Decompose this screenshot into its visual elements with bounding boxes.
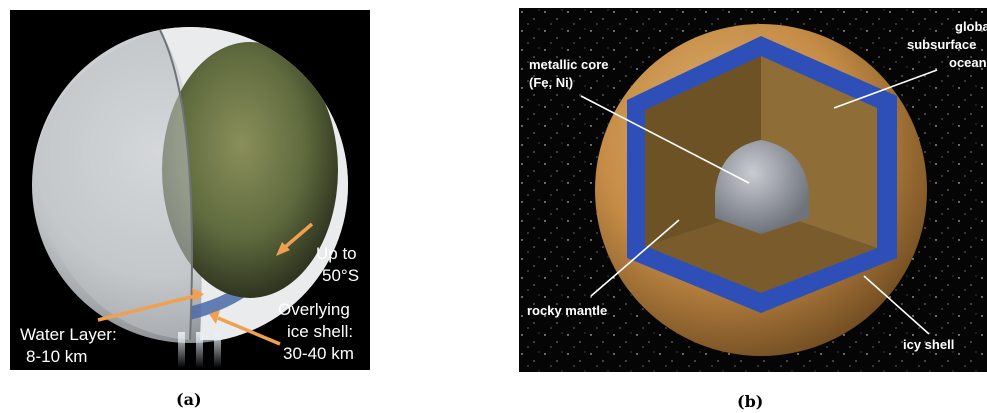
label-ice-thickness: 30-40 km — [283, 344, 354, 363]
label-rocky-mantle: rocky mantle — [527, 303, 608, 318]
arrow-up-to-50s — [282, 222, 314, 250]
label-latitude: 50°S — [322, 266, 360, 285]
label-ice-shell: ice shell: — [287, 322, 354, 341]
panel-b-europa-interior: metallic core (Fe, Ni) global subsurface… — [519, 8, 987, 372]
label-ocean: ocean — [949, 55, 987, 70]
leader-lines — [580, 69, 938, 335]
label-water-thickness: 8-10 km — [26, 347, 88, 366]
label-metallic-core: metallic core — [529, 57, 609, 72]
leader-mantle — [590, 219, 680, 297]
annotation-arrows — [97, 222, 314, 346]
label-overlying: Overlying — [278, 300, 350, 319]
leader-icy-shell — [863, 275, 930, 335]
metallic-core — [715, 140, 809, 234]
label-core-composition: (Fe, Ni) — [529, 75, 574, 90]
label-up-to: Up to — [316, 244, 357, 263]
rocky-core — [162, 42, 338, 298]
europa-cutaway-illustration — [519, 8, 987, 372]
label-subsurface: subsurface — [907, 37, 977, 52]
surface-texture — [32, 30, 192, 340]
caption-a: (a) — [176, 390, 202, 409]
arrow-water-layer — [97, 294, 196, 322]
arrow-ice-shell — [217, 316, 281, 346]
caption-b: (b) — [737, 392, 764, 411]
leader-core — [580, 95, 750, 184]
label-water-layer: Water Layer: — [20, 325, 117, 344]
leader-ocean — [833, 69, 938, 109]
south-pole-plumes — [178, 332, 221, 368]
enceladus-cutaway-illustration — [32, 27, 348, 368]
label-global: global — [955, 19, 987, 34]
label-icy-shell: icy shell — [903, 337, 955, 352]
mantle-face-bottom — [645, 208, 877, 293]
panel-a-enceladus-interior: Up to 50°S Overlying ice shell: 30-40 km… — [10, 10, 370, 370]
